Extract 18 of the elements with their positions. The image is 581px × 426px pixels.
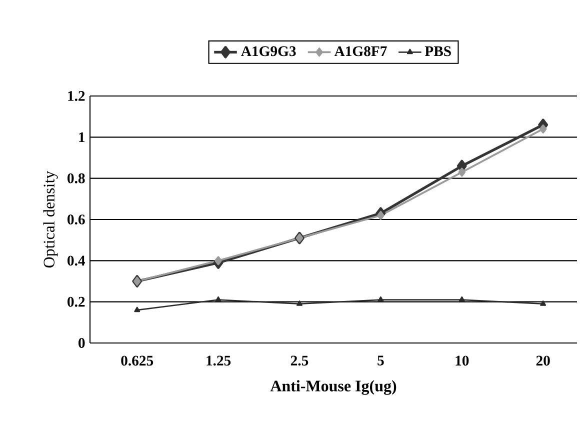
x-tick-label: 10	[456, 356, 469, 366]
legend-label: A1G8F7	[334, 46, 387, 56]
y-tick-label: 1	[79, 132, 85, 142]
legend-label: PBS	[424, 46, 451, 56]
y-tick-label: 0.2	[68, 296, 85, 307]
y-axis-title: Optical density	[43, 170, 58, 268]
legend-label: A1G9G3	[241, 46, 296, 56]
y-tick-label: 1.2	[68, 91, 85, 101]
y-tick-label: 0.4	[68, 256, 86, 266]
x-axis-title: Anti-Mouse Ig(ug)	[270, 380, 396, 395]
x-tick-label: 20	[536, 356, 550, 366]
x-tick-label: 2.5	[290, 356, 308, 366]
y-tick-label: 0.6	[68, 214, 85, 224]
x-tick-label: 5	[378, 356, 384, 366]
x-tick-label: 1.25	[206, 356, 231, 366]
y-tick-label: 0	[78, 338, 85, 348]
y-tick-label: 0.8	[68, 173, 85, 184]
x-tick-label: 0.625	[121, 356, 154, 366]
